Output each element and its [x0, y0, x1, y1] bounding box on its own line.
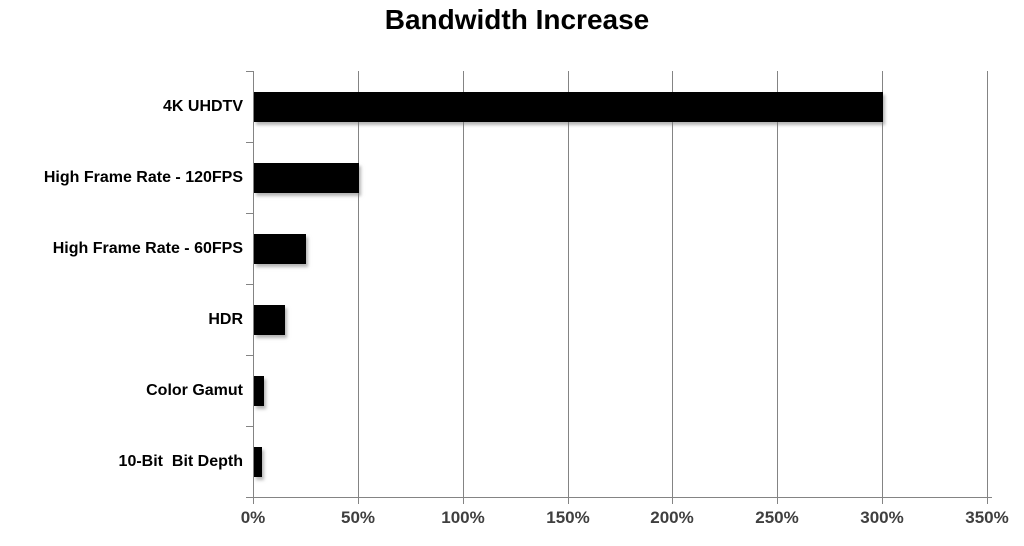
x-axis-tick-label: 50% [340, 508, 376, 527]
chart-title: Bandwidth Increase [384, 4, 650, 35]
x-axis-tick-label: 250% [755, 508, 799, 527]
y-axis-tick [246, 213, 253, 214]
plot-area [253, 71, 988, 497]
gridline [882, 71, 883, 497]
x-axis-tick [882, 497, 883, 504]
y-axis-tick [246, 355, 253, 356]
category-label: Color Gamut [146, 382, 243, 399]
category-label: High Frame Rate - 120FPS [43, 169, 243, 186]
category-label: 10-Bit Bit Depth [118, 453, 243, 470]
x-axis-tick [463, 497, 464, 504]
x-axis-tick [672, 497, 673, 504]
x-axis-tick-label: 0% [240, 508, 266, 527]
x-axis-tick [253, 497, 254, 504]
x-axis-tick-label: 300% [860, 508, 904, 527]
x-axis-tick-label: 100% [441, 508, 485, 527]
category-label: HDR [208, 311, 243, 328]
y-axis-tick [246, 284, 253, 285]
x-axis-tick-label: 350% [965, 508, 1009, 527]
gridline [777, 71, 778, 497]
x-axis-tick-label: 200% [650, 508, 694, 527]
gridline [568, 71, 569, 497]
y-axis-tick [246, 426, 253, 427]
y-axis-tick [246, 142, 253, 143]
x-axis-tick [777, 497, 778, 504]
x-axis-line [248, 497, 992, 498]
x-axis-tick [358, 497, 359, 504]
x-axis-tick [987, 497, 988, 504]
gridline [358, 71, 359, 497]
gridline [672, 71, 673, 497]
bar [254, 163, 359, 193]
y-axis-line [253, 71, 254, 503]
category-label: High Frame Rate - 60FPS [52, 240, 243, 257]
bar [254, 447, 262, 477]
x-axis-tick [568, 497, 569, 504]
x-axis-tick-label: 150% [546, 508, 590, 527]
y-axis-tick [246, 497, 253, 498]
gridline [463, 71, 464, 497]
bar [254, 234, 306, 264]
y-axis-tick [246, 71, 253, 72]
bar [254, 305, 285, 335]
gridline [987, 71, 988, 497]
bar [254, 92, 883, 122]
bar [254, 376, 264, 406]
category-label: 4K UHDTV [162, 98, 243, 115]
